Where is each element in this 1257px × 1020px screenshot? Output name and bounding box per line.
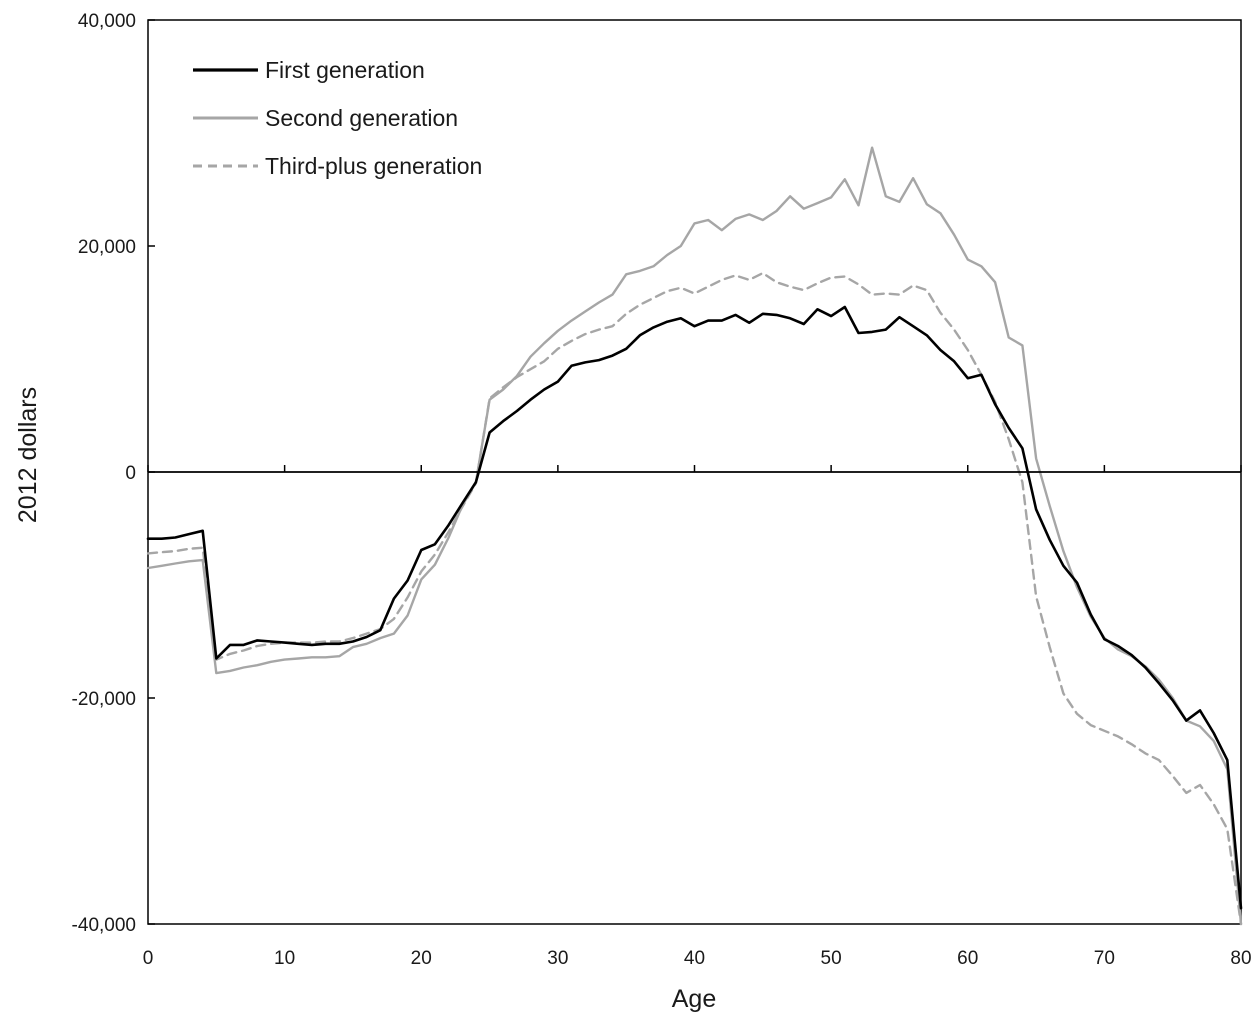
x-tick-label: 80 xyxy=(1230,948,1251,969)
x-tick-label: 0 xyxy=(143,948,154,969)
series-line-third-plus-generation xyxy=(146,271,1243,926)
series-group xyxy=(146,146,1243,926)
y-tick-label: -40,000 xyxy=(72,915,136,936)
y-tick-label: -20,000 xyxy=(72,689,136,710)
x-tick-label: 70 xyxy=(1094,948,1115,969)
y-tick-label: 40,000 xyxy=(78,11,136,32)
x-tick-label: 20 xyxy=(411,948,432,969)
legend-label-second-generation: Second generation xyxy=(265,105,458,131)
x-axis-title: Age xyxy=(672,985,716,1013)
y-tick-label: 20,000 xyxy=(78,237,136,258)
legend: First generation Second generation Third-p… xyxy=(193,57,482,179)
series-line-first-generation xyxy=(146,305,1243,910)
legend-label-first-generation: First generation xyxy=(265,57,425,83)
y-axis-title: 2012 dollars xyxy=(14,387,42,523)
legend-label-third-plus-generation: Third-plus generation xyxy=(265,153,482,179)
x-tick-label: 10 xyxy=(274,948,295,969)
axis-ticks: 0 10 20 30 40 50 60 70 80 40,000 20,000 0 -20,000 -40… xyxy=(72,11,1252,969)
x-tick-label: 60 xyxy=(957,948,978,969)
x-tick-label: 30 xyxy=(547,948,568,969)
x-tick-label: 50 xyxy=(821,948,842,969)
x-tick-label: 40 xyxy=(684,948,705,969)
series-line-second-generation xyxy=(146,146,1243,926)
y-tick-label: 0 xyxy=(125,463,136,484)
